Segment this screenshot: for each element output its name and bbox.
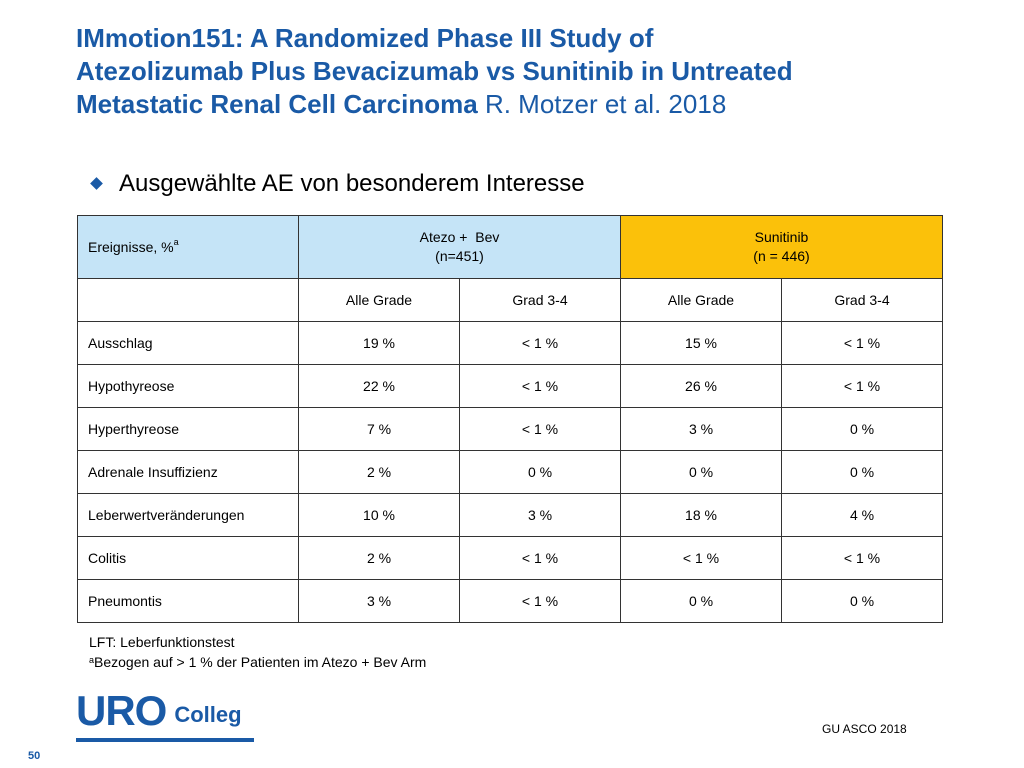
table-row: Ausschlag 19 % < 1 % 15 % < 1 %: [77, 321, 943, 365]
table-cell: 7 %: [298, 407, 460, 451]
table-row: Adrenale Insuffizienz 2 % 0 % 0 % 0 %: [77, 450, 943, 494]
table-row: Pneumontis 3 % < 1 % 0 % 0 %: [77, 579, 943, 623]
row-label: Ausschlag: [77, 321, 299, 365]
table-cell: 10 %: [298, 493, 460, 537]
row-label: Hypothyreose: [77, 364, 299, 408]
table-cell: 0 %: [620, 579, 782, 623]
title-line-2: Atezolizumab Plus Bevacizumab vs Sunitin…: [76, 56, 793, 86]
row-label: Adrenale Insuffizienz: [77, 450, 299, 494]
table-cell: 0 %: [781, 450, 943, 494]
table-cell: 3 %: [459, 493, 621, 537]
row-label: Hyperthyreose: [77, 407, 299, 451]
table-row: Hypothyreose 22 % < 1 % 26 % < 1 %: [77, 364, 943, 408]
table-subheader-row: Alle Grade Grad 3-4 Alle Grade Grad 3-4: [77, 278, 943, 322]
table-row: Leberwertveränderungen 10 % 3 % 18 % 4 %: [77, 493, 943, 537]
subheader-cell: Alle Grade: [298, 278, 460, 322]
title-line-3-text: Metastatic Renal Cell Carcinoma: [76, 89, 478, 119]
header-sunitinib-line2: (n = 446): [753, 248, 810, 264]
subheader-cell: Alle Grade: [620, 278, 782, 322]
logo-uro-text: URO: [76, 687, 167, 734]
table-cell: < 1 %: [459, 364, 621, 408]
table-cell: < 1 %: [781, 536, 943, 580]
table-cell: 2 %: [298, 536, 460, 580]
table-cell: 0 %: [459, 450, 621, 494]
footnote-a-sup: a: [89, 655, 95, 665]
source-label: GU ASCO 2018: [822, 722, 907, 736]
footnote-a-text: Bezogen auf > 1 % der Patienten im Atezo…: [94, 654, 427, 670]
subheader-empty-cell: [77, 278, 299, 322]
table-cell: < 1 %: [781, 364, 943, 408]
table-cell: 2 %: [298, 450, 460, 494]
footnote-a: aBezogen auf > 1 % der Patienten im Atez…: [89, 652, 426, 672]
table-header-row: Ereignisse, %a Atezo + Bev (n=451) Sunit…: [77, 215, 943, 279]
header-events-cell: Ereignisse, %a: [77, 215, 299, 279]
table-row: Hyperthyreose 7 % < 1 % 3 % 0 %: [77, 407, 943, 451]
bullet-text: Ausgewählte AE von besonderem Interesse: [119, 170, 585, 197]
row-label: Leberwertveränderungen: [77, 493, 299, 537]
row-label: Colitis: [77, 536, 299, 580]
logo-colleg-text: Colleg: [174, 702, 242, 727]
uro-colleg-logo: URO Colleg: [76, 690, 242, 732]
row-label: Pneumontis: [77, 579, 299, 623]
slide-title: IMmotion151: A Randomized Phase III Stud…: [76, 22, 996, 121]
logo-underline: [76, 738, 254, 742]
table-cell: 3 %: [620, 407, 782, 451]
title-author: R. Motzer et al. 2018: [484, 89, 727, 119]
table-cell: 26 %: [620, 364, 782, 408]
header-events-label: Ereignisse, %: [88, 239, 174, 255]
table-cell: < 1 %: [459, 579, 621, 623]
header-atezo-cell: Atezo + Bev (n=451): [298, 215, 621, 279]
footnotes: LFT: Leberfunktionstest aBezogen auf > 1…: [89, 632, 426, 672]
header-atezo-line1: Atezo + Bev: [419, 229, 500, 245]
page-number: 50: [28, 750, 41, 762]
footnote-lft: LFT: Leberfunktionstest: [89, 634, 235, 650]
table-cell: < 1 %: [459, 536, 621, 580]
table-cell: 0 %: [781, 407, 943, 451]
header-atezo-line2: (n=451): [435, 248, 484, 264]
table-cell: 0 %: [781, 579, 943, 623]
title-line-3: Metastatic Renal Cell Carcinoma R. Motze…: [76, 88, 996, 121]
bullet-point: Ausgewählte AE von besonderem Interesse: [90, 170, 585, 198]
subheader-cell: Grad 3-4: [781, 278, 943, 322]
header-events-sup: a: [173, 237, 179, 247]
table-cell: 0 %: [620, 450, 782, 494]
table-cell: < 1 %: [459, 321, 621, 365]
table-row: Colitis 2 % < 1 % < 1 % < 1 %: [77, 536, 943, 580]
table-cell: < 1 %: [620, 536, 782, 580]
table-cell: < 1 %: [459, 407, 621, 451]
table-cell: 19 %: [298, 321, 460, 365]
table-cell: 22 %: [298, 364, 460, 408]
table-cell: 15 %: [620, 321, 782, 365]
table-cell: 18 %: [620, 493, 782, 537]
table-cell: 3 %: [298, 579, 460, 623]
diamond-bullet-icon: [90, 176, 103, 190]
title-line-1: IMmotion151: A Randomized Phase III Stud…: [76, 23, 654, 53]
header-sunitinib-line1: Sunitinib: [754, 229, 809, 245]
table-cell: 4 %: [781, 493, 943, 537]
header-sunitinib-cell: Sunitinib (n = 446): [620, 215, 943, 279]
subheader-cell: Grad 3-4: [459, 278, 621, 322]
adverse-events-table: Ereignisse, %a Atezo + Bev (n=451) Sunit…: [77, 215, 943, 623]
table-cell: < 1 %: [781, 321, 943, 365]
